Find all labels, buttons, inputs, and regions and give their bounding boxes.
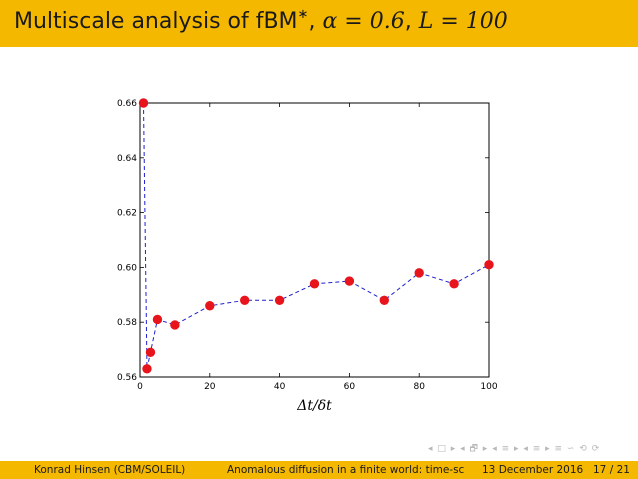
data-point (138, 98, 149, 108)
footer-talk-title: Anomalous diffusion in a finite world: t… (227, 464, 465, 476)
data-point (344, 276, 355, 286)
y-tick-label: 0.62 (117, 209, 137, 219)
footer-page: 17 / 21 (593, 464, 630, 476)
plot-frame (139, 102, 490, 378)
y-tick-label: 0.58 (117, 318, 137, 328)
series-line (142, 102, 490, 369)
x-tick-label: 100 (480, 382, 497, 392)
slide-title: Multiscale analysis of fBM∗, α = 0.6, L … (14, 7, 508, 34)
data-point (240, 295, 250, 305)
data-point (414, 268, 424, 278)
title-comma-2: , (404, 9, 419, 34)
y-tick-label: 0.56 (117, 373, 137, 383)
x-tick-label: 60 (344, 382, 356, 392)
multiscale-chart: 0 20 40 60 80 100 0.56 0.58 0.60 0.62 0.64 0.66 Δt/δ… (117, 98, 498, 414)
data-point (449, 279, 459, 289)
x-tick-label: 0 (137, 382, 143, 392)
x-tick-label: 20 (204, 382, 216, 392)
data-point (170, 320, 180, 330)
data-point (152, 314, 163, 325)
title-prefix: Multiscale analysis of fBM (14, 9, 298, 34)
x-tick-label: 80 (413, 382, 425, 392)
data-point (145, 347, 156, 358)
title-alpha: α = 0.6 (322, 9, 405, 34)
footer-date: 13 December 2016 (482, 464, 584, 476)
x-axis-label: Δt/δt (296, 398, 332, 414)
title-bar (0, 0, 638, 47)
title-star: ∗ (297, 7, 309, 22)
footer-bar: Konrad Hinsen (CBM/SOLEIL) Anomalous dif… (0, 461, 638, 479)
data-point (274, 295, 285, 305)
y-tick-label: 0.64 (117, 154, 137, 164)
x-tick-label: 40 (274, 382, 286, 392)
data-point (309, 279, 320, 289)
footer-author: Konrad Hinsen (CBM/SOLEIL) (34, 464, 186, 476)
data-point (379, 295, 389, 305)
data-point (484, 259, 494, 270)
data-point (142, 364, 152, 374)
y-tick-label: 0.60 (117, 263, 137, 273)
title-comma-1: , (308, 9, 323, 34)
data-point (205, 301, 215, 311)
y-tick-label: 0.66 (117, 99, 137, 109)
beamer-navigation[interactable]: ◂ □ ▸ ◂ 🗗 ▸ ◂ ≡ ▸ ◂ ≡ ▸ ≡ ∽ ⟲ ⟳ (428, 444, 601, 454)
title-L: L = 100 (418, 9, 508, 34)
